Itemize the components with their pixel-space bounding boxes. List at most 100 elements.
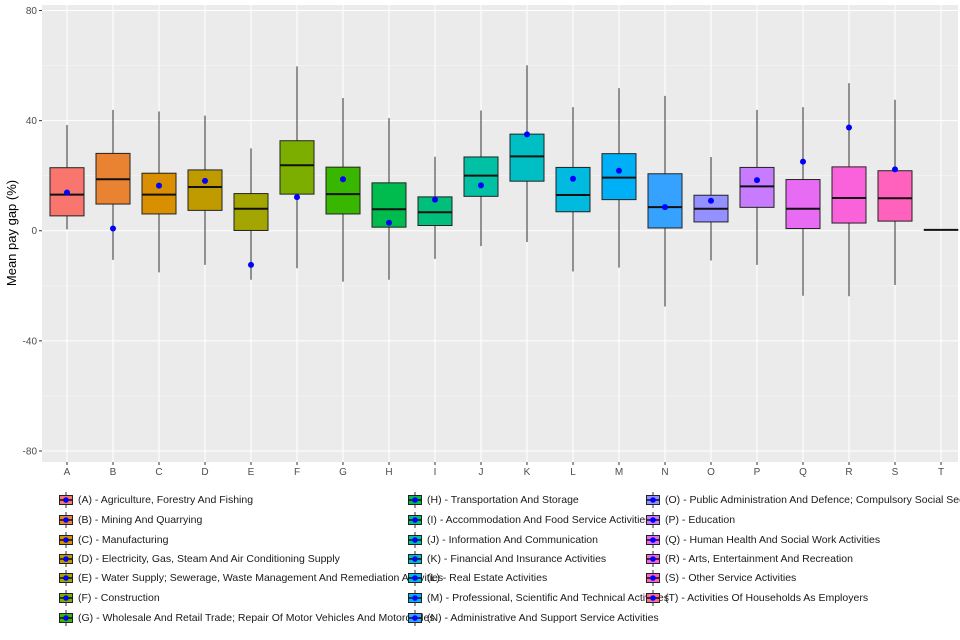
box-C <box>141 111 177 273</box>
legend-label: (H) - Transportation And Storage <box>427 494 579 506</box>
box-K <box>509 65 545 243</box>
x-tick-label: D <box>201 467 208 478</box>
legend-key-icon <box>407 551 423 567</box>
mean-point <box>386 219 392 226</box>
x-tick-label: P <box>754 467 761 478</box>
legend-key-icon <box>58 532 74 548</box>
x-tick-label: K <box>524 467 531 478</box>
legend-key-icon <box>407 532 423 548</box>
legend-label: (L) - Real Estate Activities <box>427 572 548 584</box>
legend-label: (G) - Wholesale And Retail Trade; Repair… <box>78 612 435 624</box>
legend-label: (C) - Manufacturing <box>78 534 169 546</box>
legend-key-icon <box>58 590 74 606</box>
legend-label: (K) - Financial And Insurance Activities <box>427 553 607 565</box>
legend-key-icon <box>645 512 661 528</box>
box-A <box>49 125 85 230</box>
mean-point <box>478 182 484 189</box>
box-D <box>187 115 223 265</box>
mean-point <box>64 189 70 196</box>
x-tick-label: Q <box>799 467 807 478</box>
legend-item: (Q) - Human Health And Social Work Activ… <box>645 532 880 548</box>
box-M <box>601 88 637 268</box>
y-tick-label: -80 <box>23 446 38 457</box>
legend-item: (L) - Real Estate Activities <box>407 570 547 586</box>
legend-key-icon <box>645 532 661 548</box>
legend-label: (P) - Education <box>665 514 736 526</box>
box <box>785 179 821 230</box>
legend-label: (A) - Agriculture, Forestry And Fishing <box>78 494 254 506</box>
mean-point <box>248 261 254 268</box>
mean-point <box>156 182 162 189</box>
legend-key-icon <box>645 590 661 606</box>
box-Q <box>785 107 821 296</box>
legend-item: (K) - Financial And Insurance Activities <box>407 551 606 567</box>
box-P <box>739 109 775 265</box>
x-tick-label: C <box>155 467 162 478</box>
x-tick-label: E <box>248 467 255 478</box>
boxplot-chart: -80 -40 0 40 80 A B C D E F G H I J K L M N O P Q R S T Mean pay… <box>4 5 959 478</box>
box-H <box>371 118 407 280</box>
legend-label: (R) - Arts, Entertainment And Recreation <box>665 553 853 565</box>
box-O <box>693 156 729 261</box>
mean-point <box>340 176 346 183</box>
box-S <box>877 99 913 285</box>
legend-key-icon <box>645 570 661 586</box>
legend-item: (T) - Activities Of Households As Employ… <box>645 590 868 606</box>
legend-item: (N) - Administrative And Support Service… <box>407 610 659 626</box>
mean-point <box>846 124 852 131</box>
y-tick-label: 40 <box>26 116 38 127</box>
legend-item: (H) - Transportation And Storage <box>407 492 579 508</box>
legend-item: (G) - Wholesale And Retail Trade; Repair… <box>58 610 435 626</box>
x-tick-label: R <box>845 467 852 478</box>
legend-key-icon <box>58 512 74 528</box>
legend-label: (Q) - Human Health And Social Work Activ… <box>665 534 881 546</box>
x-tick-label: O <box>707 467 715 478</box>
legend-key-icon <box>407 492 423 508</box>
box-L <box>555 107 591 272</box>
legend-label: (S) - Other Service Activities <box>665 572 797 584</box>
legend-key-icon <box>58 570 74 586</box>
box-F <box>279 66 315 269</box>
y-axis-label: Mean pay gap (%) <box>4 180 19 286</box>
x-tick-label: N <box>661 467 668 478</box>
box <box>187 169 223 211</box>
y-tick-label: -40 <box>23 336 38 347</box>
legend-item: (S) - Other Service Activities <box>645 570 796 586</box>
legend-key-icon <box>58 492 74 508</box>
box <box>647 173 683 229</box>
box-I <box>417 156 453 259</box>
x-tick-label: A <box>64 467 71 478</box>
legend-key-icon <box>58 551 74 567</box>
x-tick-label: B <box>110 467 117 478</box>
legend-key-icon <box>407 570 423 586</box>
legend-key-icon <box>407 590 423 606</box>
legend-item: (I) - Accommodation And Food Service Act… <box>407 512 651 528</box>
legend-key-icon <box>645 492 661 508</box>
legend-item: (M) - Professional, Scientific And Techn… <box>407 590 669 606</box>
legend-label: (T) - Activities Of Households As Employ… <box>665 592 869 604</box>
box <box>279 140 315 195</box>
mean-point <box>892 166 898 173</box>
box-E <box>233 148 269 280</box>
mean-point <box>754 177 760 184</box>
legend-key-icon <box>407 512 423 528</box>
x-tick-label: S <box>892 467 899 478</box>
box <box>233 193 269 231</box>
legend-item: (B) - Mining And Quarrying <box>58 512 202 528</box>
mean-point <box>800 158 806 165</box>
legend-item: (J) - Information And Communication <box>407 532 598 548</box>
legend-item: (D) - Electricity, Gas, Steam And Air Co… <box>58 551 340 567</box>
box-N <box>647 95 683 307</box>
box-J <box>463 110 499 247</box>
x-tick-label: L <box>570 467 576 478</box>
legend-item: (F) - Construction <box>58 590 160 606</box>
legend-key-icon <box>407 610 423 626</box>
x-tick-label: T <box>938 467 944 478</box>
legend-label: (M) - Professional, Scientific And Techn… <box>427 592 669 604</box>
legend-label: (O) - Public Administration And Defence;… <box>665 494 960 506</box>
box <box>831 166 867 224</box>
box <box>141 172 177 215</box>
mean-point <box>110 225 116 232</box>
legend-item: (O) - Public Administration And Defence;… <box>645 492 960 508</box>
legend-label: (N) - Administrative And Support Service… <box>427 612 659 624</box>
